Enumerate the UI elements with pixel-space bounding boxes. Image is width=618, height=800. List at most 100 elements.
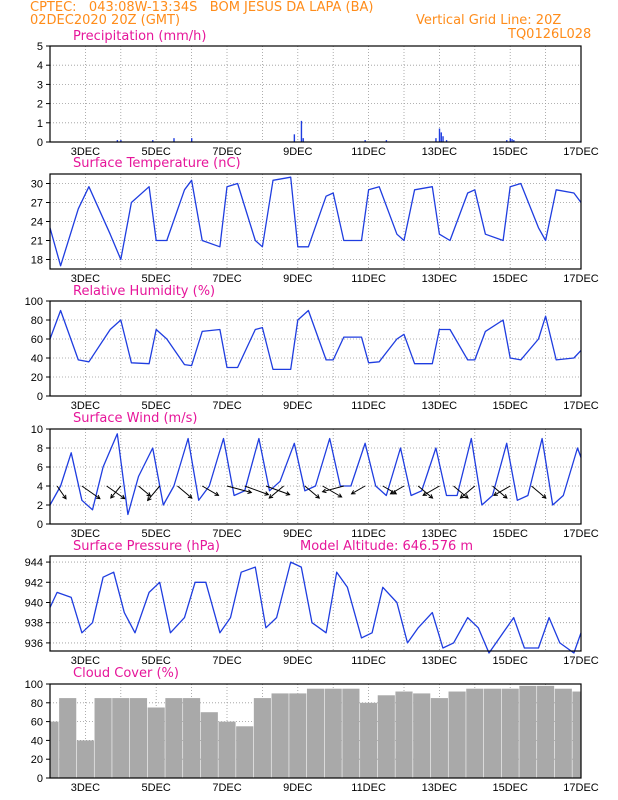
- precip-xtick-label: 15DEC: [492, 146, 528, 158]
- cloud-bar: [50, 721, 59, 778]
- cloud-bar: [289, 693, 307, 778]
- wind-arrow-head: [95, 494, 101, 500]
- precip-bar: [438, 128, 441, 142]
- pres-xtick-label: 17DEC: [563, 655, 599, 667]
- wind-arrow-head: [146, 492, 152, 497]
- rh-title: Relative Humidity (%): [73, 284, 216, 299]
- cloud-ytick-label: 100: [25, 679, 43, 691]
- wind-arrow-head: [214, 491, 220, 496]
- wind-arrow: [390, 485, 405, 495]
- wind-arrow-head: [321, 488, 327, 494]
- rh-xtick-label: 17DEC: [563, 400, 599, 412]
- wind-arrow: [304, 485, 320, 499]
- wind-title: Surface Wind (m/s): [73, 411, 198, 426]
- rh-ytick-label: 100: [25, 296, 43, 308]
- wind-arrow-head: [422, 491, 428, 496]
- wind-arrow-head: [110, 493, 115, 499]
- rh-xtick-label: 13DEC: [422, 400, 458, 412]
- cloud-frame: [49, 683, 582, 779]
- wind-arrow-head: [428, 494, 434, 499]
- pres-xtick-label: 7DEC: [212, 655, 241, 667]
- temp-ytick-label: 24: [31, 217, 43, 229]
- cloud-bar: [253, 698, 271, 778]
- rh-xtick-label: 11DEC: [351, 400, 386, 412]
- pres-series-line: [49, 561, 582, 654]
- cloud-bar: [395, 691, 413, 778]
- pres-frame: [49, 555, 582, 652]
- wind-xtick-label: 17DEC: [563, 528, 599, 540]
- wind-arrow-head: [146, 496, 152, 502]
- wind-arrow: [110, 485, 122, 499]
- precip-xtick-label: 9DEC: [283, 146, 312, 158]
- precip-bar: [435, 138, 437, 142]
- wind-arrow-head: [62, 494, 67, 500]
- cloud-bar: [236, 726, 254, 778]
- wind-arrow: [226, 485, 252, 494]
- cloud-title: Cloud Cover (%): [73, 666, 179, 681]
- wind-arrow-head: [268, 494, 274, 499]
- temp-xtick-label: 7DEC: [212, 273, 241, 285]
- wind-arrow: [493, 485, 511, 496]
- precip-ytick-label: 5: [37, 41, 43, 53]
- cloud-bar: [183, 698, 201, 778]
- wind-arrow-head: [247, 489, 253, 494]
- wind-arrow-head: [120, 494, 126, 500]
- cloud-bar: [483, 688, 502, 778]
- cloud-bar: [94, 698, 112, 778]
- temp-xtick-label: 15DEC: [492, 273, 528, 285]
- wind-arrow-head: [350, 490, 356, 495]
- temp-title: Surface Temperature (nC): [73, 156, 241, 171]
- pres-xtick-label: 15DEC: [492, 655, 528, 667]
- rh-ytick-label: 40: [31, 353, 43, 365]
- cloud-bar: [448, 691, 466, 778]
- pres-xtick-label: 3DEC: [71, 655, 100, 667]
- wind-xtick-label: 3DEC: [71, 528, 100, 540]
- cloud-bar: [501, 688, 519, 778]
- cloud-ytick-label: 40: [31, 735, 43, 747]
- pres-ytick-label: 942: [25, 577, 43, 589]
- wind-ytick-label: 6: [37, 462, 43, 474]
- wind-arrow: [351, 485, 366, 495]
- wind-ytick-label: 8: [37, 443, 43, 455]
- cloud-bar: [430, 698, 448, 778]
- wind-arrow: [177, 485, 193, 499]
- temp-ytick-label: 30: [31, 179, 43, 191]
- pres-ytick-label: 936: [25, 638, 43, 650]
- precip-bar: [440, 132, 442, 142]
- wind-xtick-label: 9DEC: [283, 528, 312, 540]
- wind-arrow-head: [389, 490, 395, 495]
- wind-arrow-head: [541, 494, 547, 499]
- header-station-line: CPTEC: 043:08W-13:34S BOM JESUS DA LAPA …: [30, 0, 374, 15]
- wind-arrow-head: [264, 491, 270, 496]
- wind-arrow: [322, 485, 344, 493]
- cloud-bar: [59, 698, 77, 778]
- rh-ytick-label: 80: [31, 315, 43, 327]
- cloud-ytick-label: 20: [31, 754, 43, 766]
- cloud-xtick-label: 9DEC: [283, 782, 312, 794]
- wind-arrow: [382, 485, 397, 495]
- pres-xtick-label: 5DEC: [142, 655, 171, 667]
- rh-frame: [49, 300, 582, 397]
- wind-arrow-head: [493, 491, 498, 496]
- cloud-bar: [554, 688, 572, 778]
- precip-xtick-label: 11DEC: [351, 146, 386, 158]
- precip-bar: [442, 136, 444, 142]
- wind-arrow: [244, 485, 269, 496]
- precip-bar: [116, 140, 119, 142]
- cloud-bar: [147, 707, 165, 778]
- wind-arrow-head: [459, 494, 465, 499]
- cloud-xtick-label: 7DEC: [212, 782, 241, 794]
- precip-bar: [506, 140, 508, 142]
- rh-xtick-label: 15DEC: [492, 400, 528, 412]
- precip-bar: [152, 140, 154, 142]
- cloud-bar: [324, 688, 342, 778]
- precip-bar: [191, 138, 193, 142]
- precip-bar: [364, 140, 366, 142]
- temp-xtick-label: 9DEC: [283, 273, 312, 285]
- precip-bar: [120, 140, 122, 142]
- temp-frame: [49, 173, 582, 270]
- precip-bar: [513, 140, 515, 142]
- cloud-bar: [377, 695, 395, 778]
- cloud-bar: [218, 721, 236, 778]
- pres-xtick-label: 11DEC: [351, 655, 386, 667]
